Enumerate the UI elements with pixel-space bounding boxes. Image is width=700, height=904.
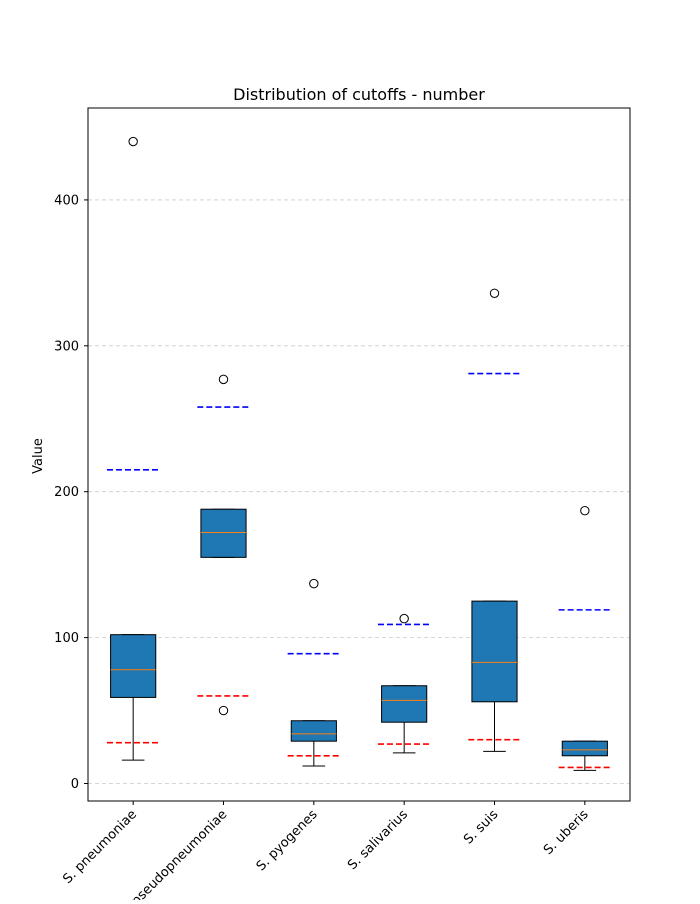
outlier-point — [399, 613, 409, 624]
y-tick-label: 300 — [54, 339, 79, 354]
outlier-point — [580, 505, 590, 516]
box — [110, 634, 157, 698]
box — [200, 508, 247, 558]
y-tick-label: 100 — [54, 631, 79, 646]
y-axis-ticks: 0 100 200 300 400 — [54, 193, 88, 792]
outliers — [128, 136, 590, 716]
plot-frame — [87, 107, 631, 802]
outlier-point — [309, 578, 319, 589]
box — [471, 600, 518, 703]
x-tick-label: S. pneumoniae — [60, 807, 140, 887]
outlier-point — [128, 136, 138, 147]
grid-lines — [88, 199, 630, 784]
y-tick-label: 200 — [54, 485, 79, 500]
y-axis-label: Value — [31, 438, 46, 474]
x-tick-label: S. uberis — [541, 807, 592, 858]
y-tick-label: 0 — [71, 777, 79, 792]
outlier-point — [218, 705, 229, 716]
y-tick-label: 400 — [54, 193, 79, 208]
box — [290, 720, 337, 742]
outlier-point — [218, 374, 229, 385]
box — [381, 685, 428, 723]
chart-title: Distribution of cutoffs - number — [233, 85, 485, 104]
x-tick-label: S. suis — [461, 807, 501, 847]
x-tick-label: S. salivarius — [345, 807, 411, 873]
box — [561, 740, 608, 757]
x-tick-label: S. pyogenes — [254, 807, 321, 874]
reference-lines — [106, 372, 612, 769]
boxes — [110, 508, 608, 771]
outlier-point — [489, 288, 500, 298]
